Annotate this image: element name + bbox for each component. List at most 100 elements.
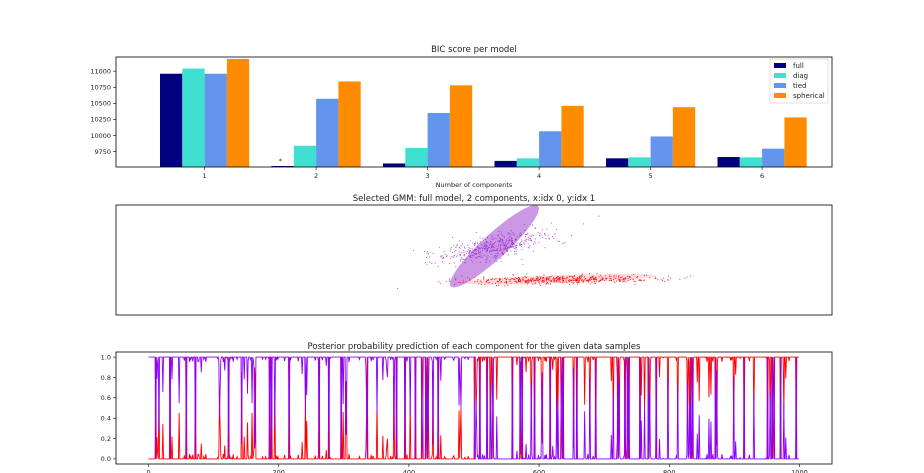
point-component-1 <box>525 235 526 237</box>
point-component-2 <box>558 276 560 278</box>
point-component-1 <box>466 258 468 260</box>
bar-spherical-2 <box>338 81 361 167</box>
point-component-2 <box>595 281 597 283</box>
point-component-2 <box>566 277 568 279</box>
point-component-2 <box>633 274 635 275</box>
point-component-1 <box>511 243 513 245</box>
point-component-2 <box>558 279 560 281</box>
point-component-2 <box>462 280 464 282</box>
point-component-2 <box>618 280 620 282</box>
point-component-2 <box>557 280 559 282</box>
point-component-2 <box>525 281 527 283</box>
point-component-2 <box>525 277 527 279</box>
point-component-2 <box>605 278 607 280</box>
point-component-1 <box>474 244 476 246</box>
point-component-1 <box>474 249 476 251</box>
point-component-1 <box>513 234 515 235</box>
point-component-2 <box>546 278 548 280</box>
point-component-1 <box>521 233 523 235</box>
point-component-2 <box>540 277 542 279</box>
point-component-2 <box>559 278 561 280</box>
point-component-1 <box>516 242 518 244</box>
point-component-1 <box>527 237 529 239</box>
bic-bars <box>160 58 807 167</box>
bar-full-1 <box>160 73 183 167</box>
point-component-1 <box>459 253 461 255</box>
bic-y-axis: 9750 10000 10250 10500 10750 11000 <box>90 67 116 156</box>
point-component-2 <box>460 282 461 284</box>
point-component-2 <box>533 280 535 282</box>
point-component-2 <box>533 278 534 280</box>
point-component-2 <box>562 275 564 277</box>
point-component-2 <box>477 279 479 280</box>
point-component-1 <box>503 253 505 255</box>
point-component-2 <box>505 281 507 283</box>
point-component-1 <box>521 239 523 241</box>
point-component-1 <box>513 246 515 248</box>
point-component-2 <box>527 283 528 285</box>
point-component-1 <box>479 252 481 254</box>
point-component-2 <box>649 277 651 279</box>
point-component-1 <box>443 256 444 258</box>
point-component-2 <box>622 279 624 281</box>
point-component-1 <box>518 243 520 245</box>
x-tick-label-1: 1 <box>203 172 207 180</box>
bar-full-4 <box>494 160 517 167</box>
point-component-2 <box>644 279 646 281</box>
point-component-2 <box>657 279 659 281</box>
point-component-2 <box>613 279 615 281</box>
point-component-1 <box>481 246 483 248</box>
point-component-1 <box>509 240 511 242</box>
bar-diag-3 <box>405 148 428 167</box>
point-component-1 <box>559 240 560 242</box>
point-component-1 <box>533 234 534 236</box>
point-component-2 <box>601 276 603 278</box>
point-component-2 <box>516 281 518 283</box>
point-component-1 <box>479 243 481 244</box>
point-component-2 <box>628 279 630 281</box>
point-component-1 <box>498 247 500 249</box>
point-component-2 <box>565 279 567 281</box>
point-component-1 <box>459 255 461 257</box>
point-component-1 <box>514 253 516 255</box>
point-component-2 <box>559 281 561 283</box>
point-component-1 <box>512 246 514 248</box>
point-component-2 <box>578 280 580 282</box>
point-component-2 <box>604 278 606 280</box>
point-component-1 <box>497 245 499 247</box>
point-component-2 <box>511 277 513 279</box>
point-component-1 <box>500 261 502 263</box>
point-component-2 <box>449 278 451 280</box>
point-component-2 <box>679 278 681 280</box>
point-component-1 <box>490 248 492 250</box>
point-component-2 <box>640 279 642 281</box>
point-component-1 <box>507 240 509 242</box>
point-component-1 <box>397 287 399 289</box>
point-component-2 <box>550 281 552 282</box>
point-component-1 <box>480 251 481 253</box>
point-component-2 <box>546 282 548 284</box>
point-component-1 <box>498 244 500 245</box>
line-component-1 <box>148 355 799 461</box>
point-component-2 <box>604 275 606 277</box>
point-component-2 <box>582 281 584 283</box>
bar-tied-4 <box>539 131 562 167</box>
point-component-1 <box>507 247 508 249</box>
point-component-2 <box>537 277 538 279</box>
bar-diag-4 <box>516 158 540 167</box>
point-component-2 <box>595 277 597 279</box>
point-component-2 <box>537 277 539 279</box>
point-component-2 <box>507 284 509 286</box>
point-component-1 <box>491 242 493 244</box>
point-component-2 <box>628 276 630 277</box>
point-component-2 <box>629 276 631 278</box>
point-component-2 <box>499 280 501 281</box>
point-component-1 <box>485 239 487 241</box>
point-component-2 <box>483 277 485 278</box>
point-component-1 <box>491 236 493 238</box>
point-component-2 <box>455 278 457 280</box>
point-component-1 <box>496 250 497 251</box>
point-component-1 <box>490 235 492 236</box>
point-component-2 <box>547 283 549 285</box>
point-component-2 <box>542 277 543 279</box>
